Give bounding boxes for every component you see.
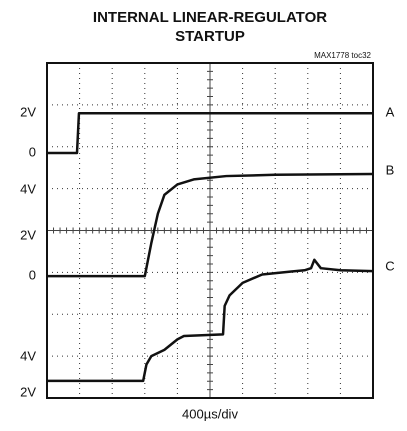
plot-frame	[46, 62, 374, 399]
trace	[47, 112, 373, 155]
channel-scale-label: 0	[29, 144, 36, 159]
trace	[47, 172, 374, 278]
x-axis-label: 400µs/div	[182, 406, 238, 421]
channel-scale-label: 2V	[20, 384, 36, 399]
channel-scale-label: 2V	[20, 227, 36, 242]
channel-scale-label: 4V	[20, 348, 36, 363]
chart-title: STARTUP	[175, 28, 245, 45]
chart-title: INTERNAL LINEAR-REGULATOR	[93, 9, 327, 26]
channel-scale-label: 4V	[20, 181, 36, 196]
channel-scale-label: 2V	[20, 104, 36, 119]
trace	[47, 258, 374, 383]
annotation: MAX1778 toc32	[314, 51, 371, 60]
trace-label: B	[386, 162, 395, 177]
trace-label: C	[385, 259, 394, 274]
channel-scale-label: 0	[29, 267, 36, 282]
trace-label: A	[386, 105, 395, 120]
